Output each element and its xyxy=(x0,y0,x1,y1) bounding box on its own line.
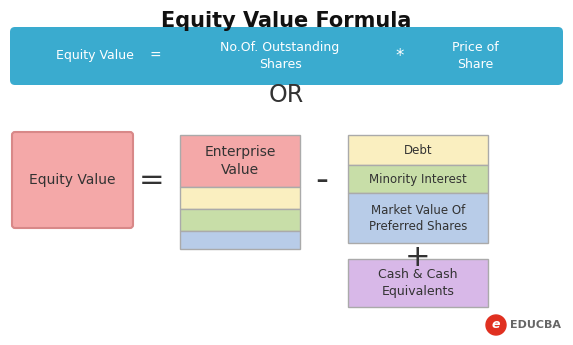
Text: =: = xyxy=(149,49,161,63)
Bar xyxy=(180,231,300,249)
Text: OR: OR xyxy=(268,83,304,107)
Text: Equity Value: Equity Value xyxy=(56,49,134,62)
Bar xyxy=(348,259,488,307)
Text: Market Value Of
Preferred Shares: Market Value Of Preferred Shares xyxy=(369,204,467,233)
Text: -: - xyxy=(316,163,328,197)
Bar xyxy=(180,209,300,231)
Text: Price of
Share: Price of Share xyxy=(452,41,499,71)
Bar xyxy=(180,187,300,209)
Text: EDUCBA: EDUCBA xyxy=(510,320,561,330)
Text: +: + xyxy=(405,243,431,272)
Text: Minority Interest: Minority Interest xyxy=(369,172,467,186)
Text: Equity Value: Equity Value xyxy=(29,173,116,187)
Bar xyxy=(180,135,300,187)
Text: *: * xyxy=(396,47,404,65)
FancyBboxPatch shape xyxy=(10,27,563,85)
Text: e: e xyxy=(492,318,500,332)
Text: No.Of. Outstanding
Shares: No.Of. Outstanding Shares xyxy=(221,41,340,71)
Text: Enterprise
Value: Enterprise Value xyxy=(205,145,276,177)
Text: Cash & Cash
Equivalents: Cash & Cash Equivalents xyxy=(378,268,458,298)
FancyBboxPatch shape xyxy=(12,132,133,228)
Text: Equity Value Formula: Equity Value Formula xyxy=(161,11,411,31)
Circle shape xyxy=(486,315,506,335)
Bar xyxy=(348,193,488,243)
Text: Debt: Debt xyxy=(404,144,432,157)
Bar xyxy=(348,165,488,193)
Text: =: = xyxy=(139,166,165,195)
Bar xyxy=(348,135,488,165)
